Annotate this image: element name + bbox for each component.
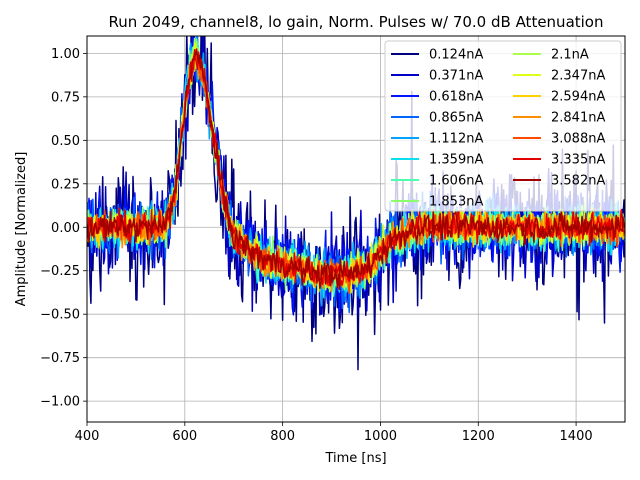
series-layer bbox=[87, 36, 625, 371]
y-tick-label: 0.75 bbox=[51, 90, 80, 105]
y-tick-label: −1.00 bbox=[40, 395, 80, 410]
legend-box bbox=[384, 40, 622, 212]
chart-title: Run 2049, channel8, lo gain, Norm. Pulse… bbox=[108, 13, 603, 31]
legend-label: 1.112nA bbox=[429, 132, 483, 147]
legend-label: 0.124nA bbox=[429, 48, 483, 63]
series-line bbox=[87, 49, 625, 291]
y-axis-label: Amplitude [Normalized] bbox=[14, 152, 29, 307]
y-axis-ticks: −1.00 −0.75 −0.50 −0.25 0.00 0.25 0.50 0.75 1.00 bbox=[40, 47, 87, 410]
y-tick-label: −0.75 bbox=[40, 351, 80, 366]
legend: 0.124nA 0.371nA 0.618nA 0.865nA 1.112nA 1.359… bbox=[384, 40, 622, 212]
y-tick-label: −0.50 bbox=[40, 308, 80, 323]
legend-label: 1.853nA bbox=[429, 195, 483, 210]
legend-label: 2.594nA bbox=[551, 90, 605, 105]
legend-label: 2.1nA bbox=[551, 48, 589, 63]
x-tick-label: 400 bbox=[75, 429, 100, 444]
x-axis-ticks: 400 600 800 1000 1200 1400 bbox=[75, 422, 593, 444]
y-tick-label: 0.50 bbox=[51, 134, 80, 149]
legend-label: 3.582nA bbox=[551, 174, 605, 189]
legend-label: 0.371nA bbox=[429, 69, 483, 84]
x-tick-label: 1200 bbox=[462, 429, 495, 444]
legend-label: 1.606nA bbox=[429, 174, 483, 189]
legend-label: 2.347nA bbox=[551, 69, 605, 84]
legend-label: 1.359nA bbox=[429, 153, 483, 168]
legend-label: 2.841nA bbox=[551, 111, 605, 126]
x-tick-label: 600 bbox=[172, 429, 197, 444]
y-tick-label: 0.00 bbox=[51, 221, 80, 236]
legend-label: 0.865nA bbox=[429, 111, 483, 126]
y-tick-label: 0.25 bbox=[51, 177, 80, 192]
x-tick-label: 1000 bbox=[364, 429, 397, 444]
y-tick-label: −0.25 bbox=[40, 264, 80, 279]
legend-label: 0.618nA bbox=[429, 90, 483, 105]
x-tick-label: 1400 bbox=[560, 429, 593, 444]
x-axis-label: Time [ns] bbox=[324, 451, 386, 466]
legend-label: 3.088nA bbox=[551, 132, 605, 147]
y-tick-label: 1.00 bbox=[51, 47, 80, 62]
x-tick-label: 800 bbox=[270, 429, 295, 444]
plot-frame bbox=[86, 35, 626, 423]
legend-label: 3.335nA bbox=[551, 153, 605, 168]
